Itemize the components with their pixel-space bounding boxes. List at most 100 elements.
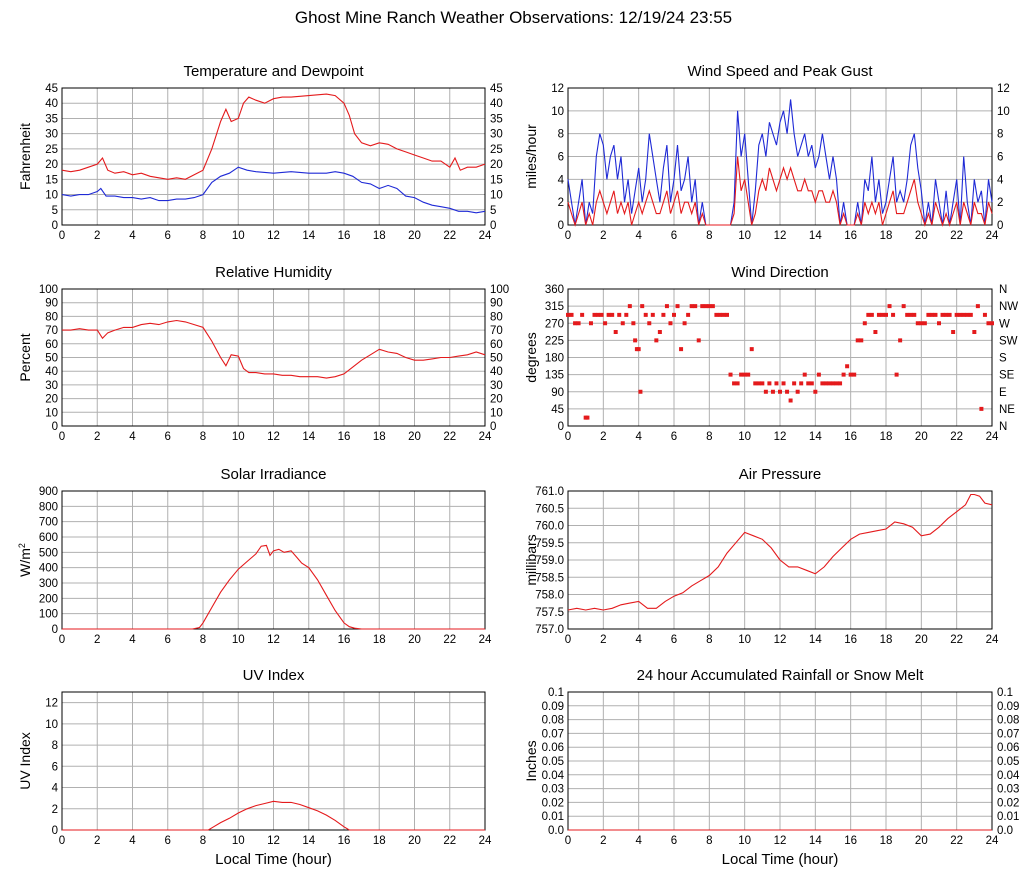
wdir-point — [714, 312, 719, 317]
wind-xtick-label: 14 — [809, 230, 822, 242]
uv-xtick-label: 0 — [59, 835, 65, 847]
wdir-point — [891, 312, 896, 317]
pressure-chart — [567, 490, 993, 630]
pressure-xtick-label: 24 — [986, 634, 999, 646]
wdir-point — [951, 330, 956, 335]
solar-ytick-label: 200 — [39, 593, 58, 605]
pressure-xtick-label: 10 — [738, 634, 751, 646]
temp-xtick-label: 20 — [408, 230, 421, 242]
wdir-point — [816, 372, 821, 377]
wdir-point — [933, 312, 938, 317]
temp-ytick-label-right: 5 — [490, 205, 496, 217]
rh-ytick-label-right: 90 — [490, 298, 503, 310]
wind-ytick-label-right: 12 — [997, 83, 1010, 95]
wdir-point — [852, 372, 857, 377]
solar-chart — [61, 490, 486, 630]
wdir-point — [809, 381, 814, 386]
rain-ytick-label: 0.04 — [542, 770, 565, 782]
temp-xtick-label: 18 — [373, 230, 386, 242]
temp-chart — [61, 87, 486, 226]
rain-ytick-label: 0.06 — [542, 742, 564, 754]
rh-ytick-label-right: 30 — [490, 380, 503, 392]
solar-ylabel: W/m2 — [17, 543, 33, 577]
wdir-point — [926, 312, 931, 317]
uv-xtick-label: 8 — [200, 835, 206, 847]
wdir-point — [940, 312, 945, 317]
wdir-point — [767, 381, 772, 386]
uv-xtick-label: 24 — [479, 835, 492, 847]
rain-ytick-label: 0.02 — [542, 797, 564, 809]
pressure-ytick-label: 757.5 — [535, 607, 564, 619]
wdir-point — [606, 312, 611, 317]
wdir-compass-label: SE — [999, 370, 1015, 382]
uv-xtick-label: 10 — [232, 835, 245, 847]
uv-ylabel: UV Index — [17, 732, 33, 790]
rh-ytick-label: 50 — [45, 353, 58, 365]
wdir-frame — [567, 288, 993, 427]
wdir-xtick-label: 8 — [706, 431, 712, 443]
solar-ytick-label: 300 — [39, 578, 58, 590]
wdir-point — [795, 389, 800, 394]
solar-xtick-label: 8 — [200, 634, 206, 646]
wdir-xtick-label: 12 — [774, 431, 787, 443]
wdir-point — [937, 321, 941, 326]
temp-xtick-label: 24 — [479, 230, 492, 242]
rain-chart — [567, 691, 993, 831]
rh-ytick-label-right: 40 — [490, 366, 503, 378]
rh-ytick-label: 10 — [45, 407, 58, 419]
wdir-point — [585, 415, 590, 420]
temp-ytick-label: 40 — [45, 98, 58, 110]
wdir-chart — [566, 288, 994, 427]
wdir-point — [831, 381, 835, 386]
rh-xtick-label: 4 — [129, 431, 136, 443]
rh-ytick-label: 90 — [45, 298, 58, 310]
solar-xtick-label: 10 — [232, 634, 245, 646]
uv-xtick-label: 22 — [443, 835, 456, 847]
wdir-point — [820, 381, 825, 386]
wdir-point — [732, 381, 737, 386]
rain-xtick-label: 12 — [774, 835, 787, 847]
temp-xtick-label: 6 — [165, 230, 171, 242]
wind-xtick-label: 0 — [565, 230, 571, 242]
rh-ytick-label: 20 — [45, 394, 58, 406]
solar-title: Solar Irradiance — [221, 466, 327, 483]
temp-ytick-label-right: 45 — [490, 83, 503, 95]
wind-ytick-label: 4 — [558, 174, 565, 186]
wdir-point — [647, 321, 652, 326]
temp-xtick-label: 0 — [59, 230, 65, 242]
rh-xtick-label: 24 — [479, 431, 492, 443]
wdir-point — [855, 338, 860, 343]
wdir-point — [781, 381, 786, 386]
pressure-ytick-label: 757.0 — [535, 624, 564, 636]
wind-ytick-label: 10 — [551, 106, 564, 118]
pressure-xtick-label: 14 — [809, 634, 822, 646]
wdir-point — [799, 381, 804, 386]
wdir-point — [774, 381, 779, 386]
rh-xtick-label: 0 — [59, 431, 65, 443]
pressure-ytick-label: 761.0 — [535, 486, 564, 498]
uv-xtick-label: 4 — [129, 835, 136, 847]
rain-ytick-label-right: 0.07 — [997, 728, 1019, 740]
wdir-point — [954, 312, 959, 317]
wdir-point — [813, 389, 818, 394]
uv-xtick-label: 20 — [408, 835, 421, 847]
wdir-point — [778, 389, 782, 394]
wind-xtick-label: 20 — [915, 230, 928, 242]
wind-frame — [567, 87, 993, 226]
wdir-point — [672, 312, 676, 317]
temp-ytick-label: 30 — [45, 129, 58, 141]
wdir-ytick-label: 135 — [545, 370, 564, 382]
temp-series-line — [61, 166, 486, 214]
wdir-point — [721, 312, 726, 317]
wdir-point — [664, 304, 669, 309]
rain-xtick-label: 2 — [600, 835, 606, 847]
pressure-ytick-label: 758.0 — [535, 590, 564, 602]
wdir-point — [596, 312, 601, 317]
wdir-point — [576, 321, 581, 326]
solar-xtick-label: 16 — [338, 634, 351, 646]
solar-xtick-label: 2 — [94, 634, 100, 646]
wind-xtick-label: 24 — [986, 230, 999, 242]
wdir-ytick-label: 225 — [545, 335, 564, 347]
rh-ytick-label-right: 60 — [490, 339, 503, 351]
solar-ytick-label: 0 — [52, 624, 58, 636]
